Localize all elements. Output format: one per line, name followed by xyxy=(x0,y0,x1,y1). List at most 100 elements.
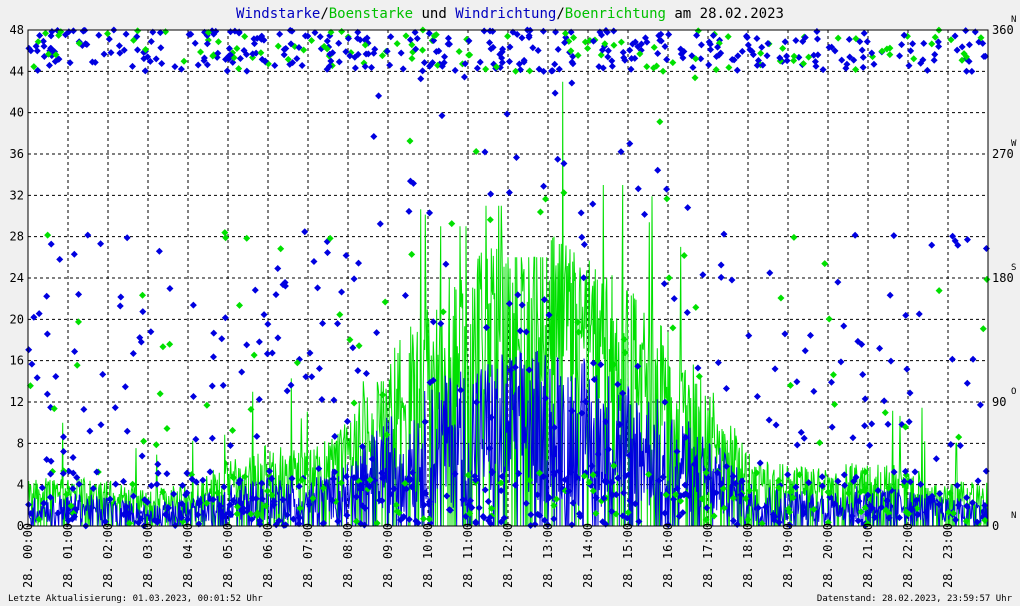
wind-direction-point xyxy=(896,52,904,60)
gust-direction-point xyxy=(73,361,81,369)
gust-direction-point xyxy=(821,260,829,268)
wind-direction-point xyxy=(540,182,548,190)
wind-direction-point xyxy=(793,378,801,386)
gust-direction-point xyxy=(52,51,60,59)
gust-direction-point xyxy=(257,49,265,57)
wind-direction-point xyxy=(157,44,165,52)
title-boenstarke: Boenstarke xyxy=(329,6,413,22)
wind-direction-point xyxy=(717,273,725,281)
gust-direction-point xyxy=(979,325,987,333)
gust-direction-point xyxy=(140,437,148,445)
gust-direction-point xyxy=(44,50,52,58)
wind-direction-point xyxy=(46,493,54,501)
wind-direction-point xyxy=(203,40,211,48)
footer-data-status: Datenstand: 28.02.2023, 23:59:57 Uhr xyxy=(817,594,1013,604)
wind-direction-point xyxy=(402,485,410,493)
wind-direction-point xyxy=(962,27,970,35)
wind-direction-point xyxy=(863,510,871,518)
y-right-direction-label: N xyxy=(1011,511,1016,521)
wind-direction-point xyxy=(604,445,612,453)
gust-direction-point xyxy=(492,63,500,71)
wind-direction-point xyxy=(38,484,46,492)
wind-direction-point xyxy=(295,514,303,522)
wind-direction-point xyxy=(948,355,956,363)
wind-direction-point xyxy=(279,496,287,504)
wind-direction-point xyxy=(900,477,908,485)
wind-direction-point xyxy=(627,65,635,73)
wind-direction-point xyxy=(580,240,588,248)
wind-direction-point xyxy=(283,387,291,395)
wind-direction-point xyxy=(969,499,977,507)
wind-direction-point xyxy=(288,27,296,35)
wind-direction-point xyxy=(487,413,495,421)
wind-direction-point xyxy=(243,341,251,349)
wind-direction-point xyxy=(955,501,963,509)
gust-direction-point xyxy=(844,489,852,497)
gust-direction-point xyxy=(720,504,728,512)
wind-direction-point xyxy=(766,269,774,277)
wind-direction-point xyxy=(614,474,622,482)
wind-direction-point xyxy=(263,350,271,358)
wind-direction-point xyxy=(690,460,698,468)
wind-direction-point xyxy=(811,58,819,66)
wind-direction-point xyxy=(43,390,51,398)
wind-direction-point xyxy=(45,61,53,69)
gust-direction-point xyxy=(159,343,167,351)
gust-direction-point xyxy=(320,484,328,492)
wind-direction-point xyxy=(171,521,179,529)
wind-direction-point xyxy=(654,49,662,57)
gust-direction-point xyxy=(864,520,872,528)
y-right-tick-label: 180 xyxy=(992,271,1014,285)
x-tick-label: 28. 04:00 xyxy=(181,523,195,588)
gust-direction-point xyxy=(601,40,609,48)
wind-direction-point xyxy=(555,467,563,475)
wind-direction-point xyxy=(220,512,228,520)
gust-direction-point xyxy=(250,351,258,359)
wind-direction-point xyxy=(305,500,313,508)
wind-direction-point xyxy=(351,64,359,72)
wind-direction-point xyxy=(209,353,217,361)
wind-direction-point xyxy=(963,494,971,502)
wind-direction-point xyxy=(342,252,350,260)
wind-direction-point xyxy=(429,318,437,326)
wind-direction-point xyxy=(446,506,454,514)
wind-direction-point xyxy=(981,501,989,509)
gust-direction-point xyxy=(698,495,706,503)
wind-direction-point xyxy=(166,285,174,293)
gust-direction-point xyxy=(379,391,387,399)
wind-direction-point xyxy=(861,395,869,403)
wind-direction-point xyxy=(315,365,323,373)
wind-direction-point xyxy=(223,67,231,75)
wind-direction-point xyxy=(170,490,178,498)
gust-direction-point xyxy=(125,519,133,527)
wind-direction-point xyxy=(371,45,379,53)
gust-direction-point xyxy=(336,311,344,319)
wind-direction-point xyxy=(301,228,309,236)
wind-direction-point xyxy=(362,369,370,377)
wind-direction-point xyxy=(511,481,519,489)
y-right-tick-label: 90 xyxy=(992,395,1006,409)
gust-direction-point xyxy=(810,505,818,513)
gust-direction-point xyxy=(695,372,703,380)
wind-direction-point xyxy=(635,517,643,525)
gust-direction-point xyxy=(214,489,222,497)
wind-direction-point xyxy=(540,296,548,304)
gust-direction-point xyxy=(229,426,237,434)
wind-direction-point xyxy=(354,367,362,375)
wind-direction-point xyxy=(660,280,668,288)
y-left-tick-label: 16 xyxy=(10,354,24,368)
wind-direction-point xyxy=(141,496,149,504)
wind-direction-point xyxy=(909,40,917,48)
wind-direction-point xyxy=(550,471,558,479)
wind-direction-point xyxy=(111,404,119,412)
wind-direction-point xyxy=(512,153,520,161)
gust-direction-point xyxy=(826,489,834,497)
wind-direction-point xyxy=(930,56,938,64)
wind-direction-point xyxy=(795,53,803,61)
wind-direction-point xyxy=(122,503,130,511)
gust-direction-point xyxy=(691,74,699,82)
wind-direction-point xyxy=(953,46,961,54)
wind-direction-point xyxy=(147,482,155,490)
wind-direction-point xyxy=(134,46,142,54)
wind-direction-point xyxy=(248,515,256,523)
